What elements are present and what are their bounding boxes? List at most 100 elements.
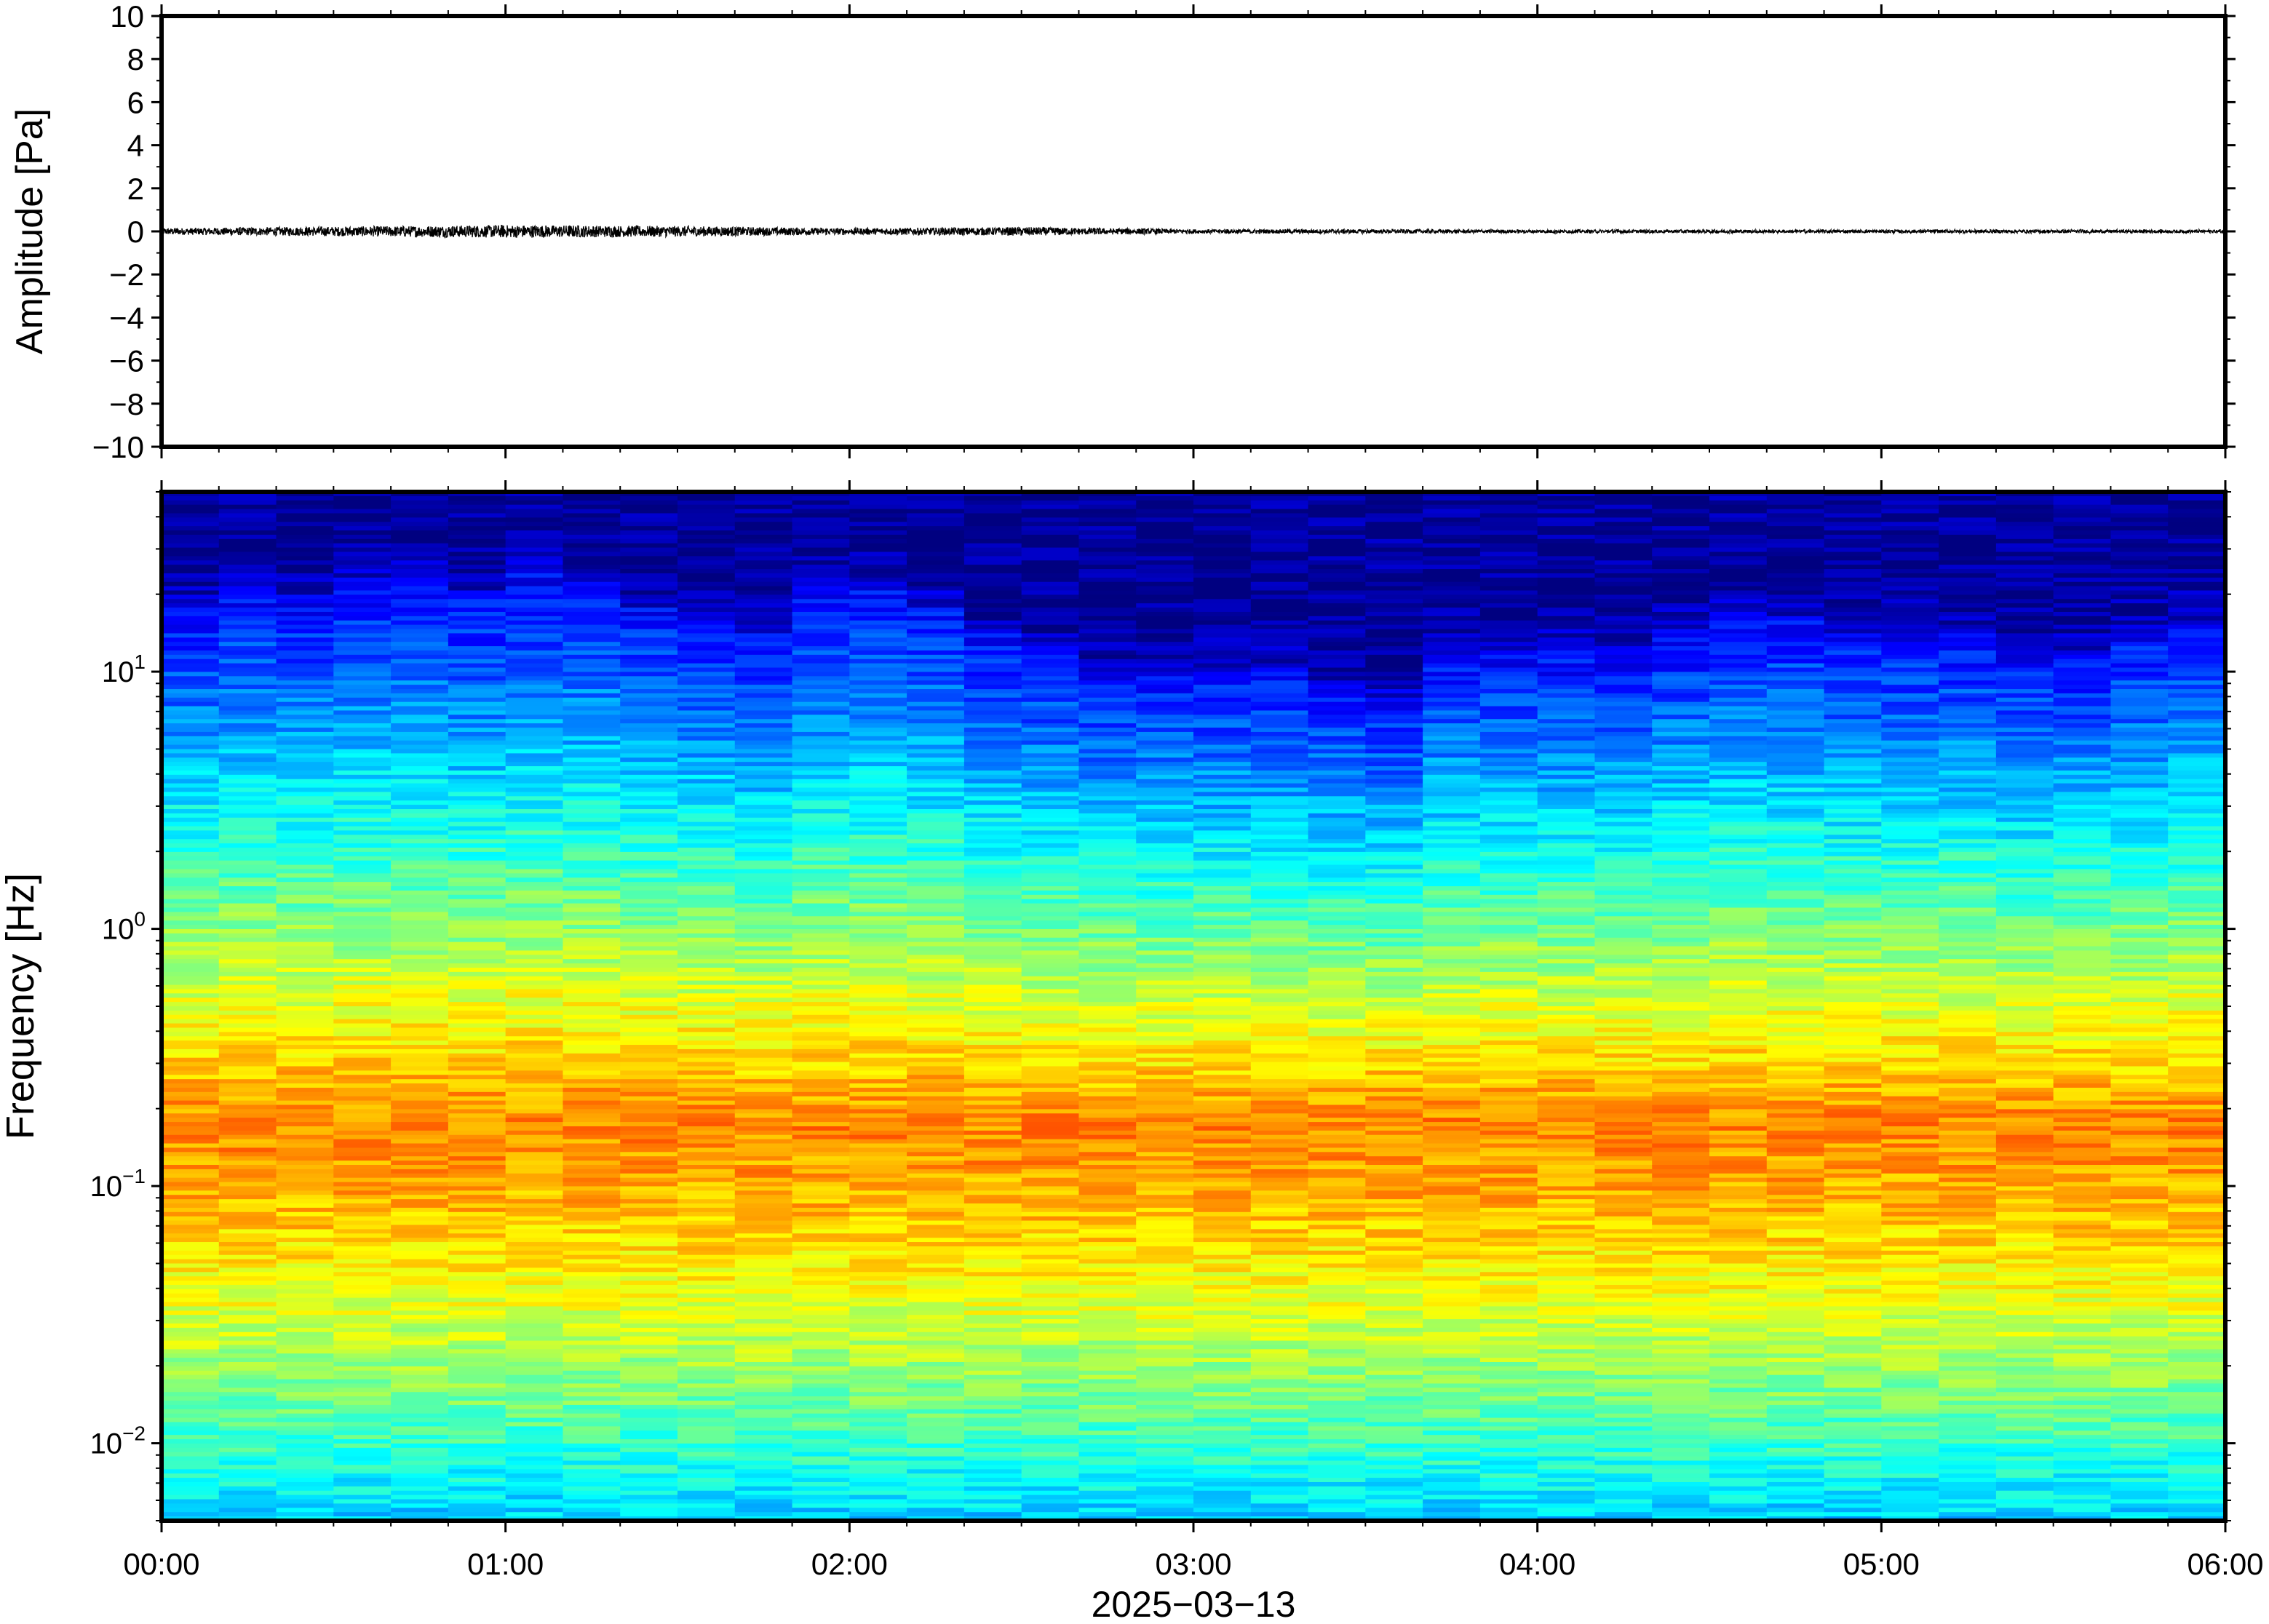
spectrogram-cell [1078, 715, 1137, 720]
spectrogram-cell [333, 800, 392, 805]
spectrogram-cell [218, 1083, 277, 1088]
spectrogram-cell [276, 1019, 334, 1024]
spectrogram-cell [792, 993, 850, 998]
spectrogram-cell [792, 1353, 850, 1358]
spectrogram-cell [1193, 903, 1252, 909]
spectrogram-cell [792, 667, 850, 673]
spectrogram-cell [333, 1169, 392, 1174]
spectrogram-cell [1193, 1404, 1252, 1410]
spectrogram-cell [620, 869, 678, 874]
spectrogram-cell [1193, 933, 1252, 939]
spectrogram-cell [677, 642, 736, 647]
spectrogram-cell [677, 1447, 736, 1453]
spectrogram-cell [391, 971, 449, 977]
spectrogram-cell [1250, 1053, 1309, 1059]
spectrogram-cell [1136, 1203, 1194, 1209]
spectrogram-cell [792, 1019, 850, 1024]
spectrogram-cell [505, 701, 564, 707]
spectrogram-cell [448, 1439, 506, 1444]
spectrogram-cell [505, 1190, 564, 1195]
spectrogram-cell [1021, 860, 1080, 866]
spectrogram-cell [677, 1469, 736, 1474]
spectrogram-cell [448, 980, 506, 986]
spectrogram-cell [963, 569, 1022, 574]
spectrogram-cell [505, 1122, 564, 1127]
spectrogram-cell [563, 646, 621, 651]
spectrogram-cell [1078, 835, 1137, 840]
spectrogram-cell [963, 1426, 1022, 1431]
spectrogram-cell [505, 813, 564, 819]
spectrogram-cell [162, 783, 220, 789]
spectrogram-cell [1078, 1379, 1137, 1385]
spectrogram-cell [677, 663, 736, 669]
spectrogram-cell [1193, 1358, 1252, 1363]
spectrogram-cell [1136, 839, 1194, 844]
spectrogram-cell [391, 1456, 449, 1462]
spectrogram-cell [333, 770, 392, 776]
spectrogram-cell [276, 766, 334, 771]
spectrogram-cell [448, 1130, 506, 1136]
spectrogram-cell [162, 620, 220, 626]
spectrogram-cell [1078, 851, 1137, 857]
spectrogram-cell [849, 1435, 907, 1440]
spectrogram-cell [677, 509, 736, 514]
spectrogram-cell [1078, 1246, 1137, 1251]
spectrogram-cell [792, 658, 850, 664]
spectrogram-cell [792, 1396, 850, 1401]
spectrogram-cell [218, 1259, 277, 1265]
spectrogram-cell [849, 1122, 907, 1127]
spectrogram-cell [276, 873, 334, 878]
spectrogram-cell [276, 848, 334, 853]
spectrogram-cell [162, 1413, 220, 1419]
spectrogram-cell [276, 851, 334, 857]
spectrogram-cell [563, 886, 621, 891]
spectrogram-cell [620, 813, 678, 819]
spectrogram-cell [391, 1289, 449, 1294]
spectrogram-cell [1021, 1100, 1080, 1106]
spectrogram-cell [162, 1250, 220, 1256]
spectrogram-cell [276, 1297, 334, 1303]
spectrogram-cell [333, 976, 392, 982]
spectrogram-cell [448, 821, 506, 827]
spectrogram-cell [505, 1032, 564, 1037]
spectrogram-cell [276, 1353, 334, 1358]
spectrogram-cell [677, 942, 736, 947]
spectrogram-cell [391, 920, 449, 926]
spectrogram-cell [1136, 723, 1194, 728]
spectrogram-cell [218, 1353, 277, 1358]
spectrogram-cell [849, 667, 907, 673]
spectrogram-cell [620, 830, 678, 835]
spectrogram-cell [849, 877, 907, 883]
spectrogram-cell [505, 766, 564, 771]
spectrogram-cell [963, 1430, 1022, 1436]
spectrogram-cell [677, 573, 736, 578]
spectrogram-cell [1308, 753, 1366, 758]
spectrogram-cell [1250, 753, 1309, 758]
spectrogram-cell [563, 783, 621, 789]
spectrogram-cell [907, 1306, 965, 1311]
spectrogram-cell [849, 1036, 907, 1041]
spectrogram-cell [734, 1019, 793, 1024]
spectrogram-cell [849, 843, 907, 848]
spectrogram-cell [734, 1276, 793, 1281]
spectrogram-cell [218, 783, 277, 789]
spectrogram-cell [907, 877, 965, 883]
spectrogram-cell [849, 586, 907, 592]
spectrogram-cell [391, 731, 449, 737]
spectrogram-cell [1193, 1091, 1252, 1097]
spectrogram-cell [1250, 495, 1309, 501]
spectrogram-cell [563, 937, 621, 943]
spectrogram-cell [391, 522, 449, 527]
spectrogram-cell [792, 1220, 850, 1226]
spectrogram-cell [333, 685, 392, 690]
spectrogram-cell [907, 1010, 965, 1016]
spectrogram-cell [849, 1118, 907, 1123]
spectrogram-cell [1021, 1297, 1080, 1303]
spectrogram-cell [391, 848, 449, 853]
spectrogram-cell [849, 689, 907, 694]
spectrogram-cell [1078, 1473, 1137, 1478]
spectrogram-cell [1193, 1134, 1252, 1140]
spectrogram-cell [963, 813, 1022, 819]
spectrogram-cell [563, 1443, 621, 1449]
spectrogram-cell [792, 492, 850, 497]
